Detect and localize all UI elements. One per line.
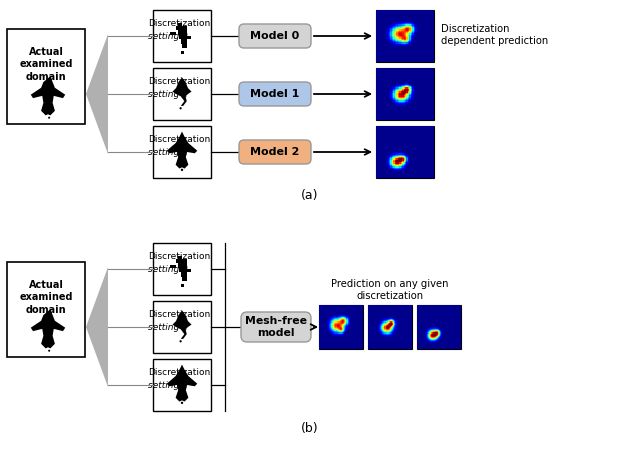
Polygon shape [31,76,65,116]
Polygon shape [166,365,197,402]
Bar [376,68,434,120]
Text: Discretization: Discretization [148,77,211,86]
Bar [177,22,182,25]
Bar [180,272,186,277]
Text: Prediction on any given
discretization: Prediction on any given discretization [332,278,449,301]
FancyBboxPatch shape [239,24,311,48]
Bar [376,10,434,62]
FancyBboxPatch shape [241,312,311,342]
Polygon shape [31,309,65,348]
Text: Mesh-free
model: Mesh-free model [245,316,307,338]
Bar [177,256,182,258]
Bar [186,36,191,39]
Bar [170,31,176,35]
Bar [182,44,186,48]
Bar [180,284,184,287]
Polygon shape [166,132,197,168]
Text: Actual
examined
domain: Actual examined domain [19,47,73,82]
Text: setting 1: setting 1 [148,323,188,332]
Bar [179,35,186,39]
Text: setting 1: setting 1 [148,90,188,99]
FancyBboxPatch shape [239,82,311,106]
Text: Model 1: Model 1 [250,89,300,99]
FancyBboxPatch shape [239,140,311,164]
Bar [319,305,363,349]
Circle shape [181,168,183,171]
Bar [376,126,434,178]
Text: Discretization: Discretization [148,310,211,319]
Circle shape [181,402,183,404]
Bar [153,68,211,120]
Text: Model 0: Model 0 [250,31,300,41]
Bar [180,51,184,54]
Bar [176,258,186,263]
Bar [368,305,412,349]
Circle shape [48,350,50,352]
Text: (b): (b) [301,422,319,435]
Bar [186,269,191,272]
Polygon shape [86,34,108,154]
Bar [7,262,85,357]
Text: Discretization
dependent prediction: Discretization dependent prediction [441,24,548,46]
Text: Discretization: Discretization [148,135,211,144]
Bar [417,305,461,349]
Circle shape [179,107,182,110]
Circle shape [48,117,50,119]
Text: (a): (a) [301,189,319,202]
Polygon shape [173,77,191,106]
Text: Model 2: Model 2 [250,147,300,157]
Text: setting 2: setting 2 [148,381,188,390]
Bar [179,268,186,272]
Text: setting 0: setting 0 [148,32,188,41]
Bar [176,25,186,30]
Bar [177,30,186,35]
Bar [7,29,85,124]
Text: Discretization: Discretization [148,252,211,261]
Text: setting 2: setting 2 [148,148,188,157]
Text: setting 0: setting 0 [148,265,188,274]
Polygon shape [173,310,191,339]
Bar [177,263,186,268]
Bar [153,126,211,178]
Text: Discretization: Discretization [148,19,211,28]
Text: Discretization: Discretization [148,368,211,377]
Bar [153,243,211,295]
Polygon shape [86,267,108,387]
Bar [170,264,176,268]
Bar [153,359,211,411]
Bar [180,39,186,44]
Text: Actual
examined
domain: Actual examined domain [19,280,73,315]
Bar [182,277,186,281]
Circle shape [179,340,182,343]
Bar [153,301,211,353]
Bar [153,10,211,62]
